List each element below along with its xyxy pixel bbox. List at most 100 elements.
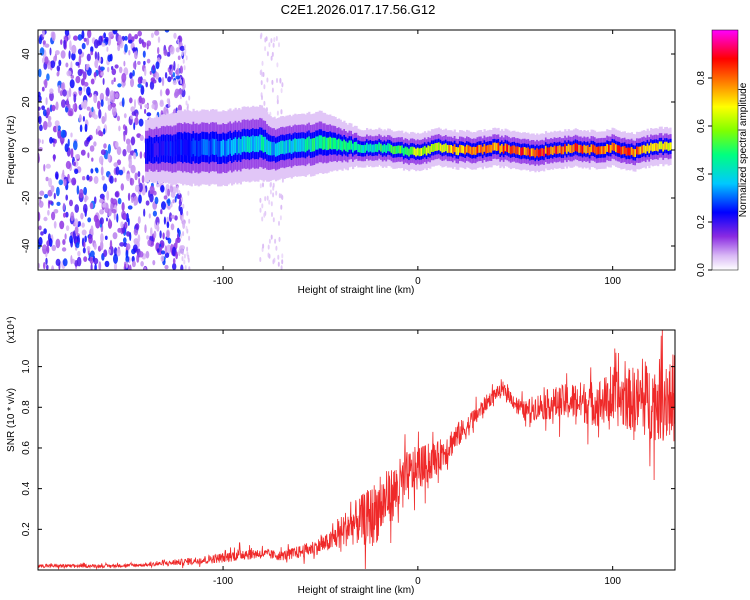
noise-blob	[86, 37, 90, 46]
noise-blob	[117, 83, 122, 88]
noise-blob	[175, 240, 178, 249]
signal-cell	[501, 144, 504, 152]
noise-blob	[62, 258, 68, 267]
noise-blob	[61, 247, 67, 252]
noise-blob	[71, 52, 76, 61]
noise-blob	[55, 238, 61, 249]
noise-blob	[59, 220, 65, 230]
signal-cell	[499, 145, 502, 154]
noise-blob	[131, 36, 135, 42]
noise-blob	[139, 151, 143, 159]
signal-cell	[513, 145, 516, 154]
signal-cell	[390, 145, 393, 153]
signal-cell	[455, 147, 458, 155]
noise-blob	[90, 263, 93, 270]
signal-cell	[309, 138, 313, 152]
signal-cell	[196, 139, 199, 156]
noise-blob	[69, 79, 75, 89]
noise-blob	[160, 250, 166, 255]
signal-cell	[473, 146, 476, 155]
noise-blob	[64, 143, 69, 153]
noise-blob	[43, 164, 46, 172]
x-tick-label: 0	[415, 576, 421, 587]
signal-cell	[148, 141, 151, 156]
noise-blob	[272, 217, 275, 223]
signal-cell	[153, 143, 157, 157]
noise-blob	[150, 227, 153, 237]
signal-cell	[555, 146, 558, 155]
noise-blob	[62, 202, 66, 211]
noise-blob	[266, 77, 269, 83]
signal-cell	[523, 147, 526, 155]
noise-blob	[142, 41, 147, 48]
noise-blob	[260, 80, 263, 86]
noise-blob	[181, 250, 184, 256]
noise-blob	[273, 37, 276, 43]
signal-cell	[232, 138, 235, 155]
noise-blob	[188, 95, 191, 101]
noise-blob	[123, 60, 126, 67]
signal-cell	[401, 145, 404, 154]
signal-cell	[387, 143, 390, 152]
noise-blob	[146, 58, 151, 64]
noise-blob	[137, 234, 141, 243]
noise-blob	[90, 46, 94, 53]
noise-blob	[134, 184, 140, 193]
noise-blob	[42, 109, 47, 117]
signal-cell	[173, 141, 176, 157]
noise-blob	[103, 32, 106, 39]
noise-blob	[166, 51, 171, 57]
signal-cell	[522, 147, 525, 155]
noise-blob	[266, 51, 269, 57]
signal-cell	[397, 145, 400, 154]
signal-cell	[252, 135, 255, 152]
signal-cell	[231, 140, 234, 156]
signal-cell	[164, 141, 167, 157]
noise-blob	[108, 248, 111, 254]
noise-blob	[138, 194, 142, 204]
noise-blob	[280, 109, 283, 115]
signal-cell	[625, 147, 628, 156]
noise-blob	[86, 53, 91, 62]
noise-blob	[136, 254, 140, 263]
noise-blob	[279, 77, 282, 83]
signal-cell	[413, 147, 416, 156]
noise-blob	[186, 106, 189, 112]
signal-cell	[594, 145, 597, 154]
signal-cell	[267, 140, 271, 156]
signal-cell	[543, 148, 546, 157]
noise-blob	[100, 149, 106, 156]
noise-blob	[109, 90, 115, 100]
noise-blob	[44, 43, 50, 48]
noise-blob	[185, 225, 188, 231]
signal-cell	[439, 143, 442, 152]
noise-blob	[38, 225, 42, 231]
noise-blob	[70, 148, 74, 159]
noise-blob	[108, 31, 114, 37]
noise-blob	[181, 51, 184, 56]
noise-blob	[51, 31, 56, 42]
noise-blob	[131, 111, 136, 116]
noise-blob	[177, 39, 180, 44]
signal-cell	[539, 148, 542, 157]
signal-cell	[257, 136, 260, 153]
signal-cell	[436, 142, 439, 151]
noise-blob	[166, 98, 170, 104]
noise-blob	[65, 62, 69, 68]
signal-cell	[508, 145, 511, 154]
noise-blob	[181, 197, 183, 203]
noise-blob	[172, 80, 177, 86]
noise-blob	[165, 88, 170, 96]
signal-cell	[464, 146, 467, 155]
noise-blob	[115, 141, 119, 149]
noise-blob	[164, 72, 168, 79]
signal-cell	[480, 144, 483, 153]
spectrogram-x-label: Height of straight line (km)	[298, 285, 415, 296]
signal-cell	[409, 146, 413, 155]
noise-blob	[49, 91, 54, 102]
signal-cell	[176, 139, 179, 155]
noise-blob	[280, 204, 283, 210]
noise-blob	[138, 177, 141, 185]
noise-blob	[140, 104, 142, 110]
noise-blob	[91, 106, 94, 112]
